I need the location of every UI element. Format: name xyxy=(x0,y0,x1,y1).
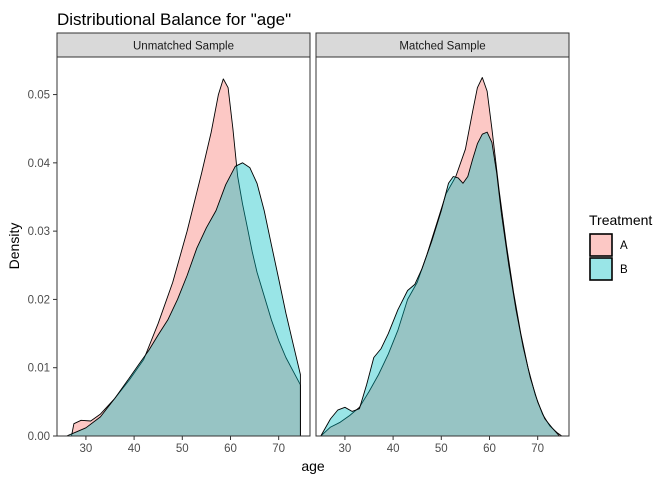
panel-unmatched-strip-label: Unmatched Sample xyxy=(133,41,234,53)
x-axis-unmatched: 30 40 50 60 70 xyxy=(80,436,285,455)
panel-matched-border xyxy=(315,56,570,437)
x-tick-label: 30 xyxy=(80,443,93,455)
x-tick-label: 30 xyxy=(339,443,352,455)
panel-unmatched-areas xyxy=(66,78,301,437)
panel-matched-background xyxy=(316,57,569,436)
y-tick-label: 0.01 xyxy=(28,363,50,375)
x-tick-label: 60 xyxy=(224,443,237,455)
panel-unmatched-strip xyxy=(56,32,311,58)
x-tick-label: 50 xyxy=(176,443,189,455)
legend: Treatment A B xyxy=(589,212,652,281)
panel-unmatched-border xyxy=(56,56,311,437)
legend-title: Treatment xyxy=(589,212,652,228)
panel-matched-areas xyxy=(320,77,563,437)
x-tick-label: 70 xyxy=(531,443,544,455)
panel-matched-strip-label: Matched Sample xyxy=(399,41,485,53)
x-tick-label: 60 xyxy=(483,443,496,455)
y-tick-label: 0.03 xyxy=(28,226,50,238)
y-axis-title: Density xyxy=(6,223,22,270)
legend-label-b: B xyxy=(620,264,628,276)
legend-label-a: A xyxy=(620,240,628,252)
y-tick-label: 0.04 xyxy=(28,158,51,170)
x-axis-matched: 30 40 50 60 70 xyxy=(339,436,544,455)
panel-matched: Matched Sample xyxy=(315,32,570,437)
x-tick-label: 40 xyxy=(387,443,400,455)
density-area-matched-b xyxy=(320,131,560,437)
panel-unmatched-background xyxy=(57,57,310,436)
y-tick-label: 0.05 xyxy=(28,90,50,102)
density-area-unmatched-b xyxy=(66,162,301,437)
y-tick-label: 0.00 xyxy=(28,431,50,443)
legend-key-b xyxy=(589,257,613,281)
legend-key-a xyxy=(589,233,613,257)
x-axis-title: age xyxy=(301,458,325,474)
y-axis: 0.00 0.01 0.02 0.03 0.04 0.05 xyxy=(28,90,57,443)
chart-title: Distributional Balance for "age" xyxy=(57,10,291,29)
x-tick-label: 70 xyxy=(272,443,285,455)
x-tick-label: 50 xyxy=(435,443,448,455)
panel-unmatched: Unmatched Sample xyxy=(56,32,311,437)
x-tick-label: 40 xyxy=(128,443,141,455)
y-tick-label: 0.02 xyxy=(28,294,50,306)
